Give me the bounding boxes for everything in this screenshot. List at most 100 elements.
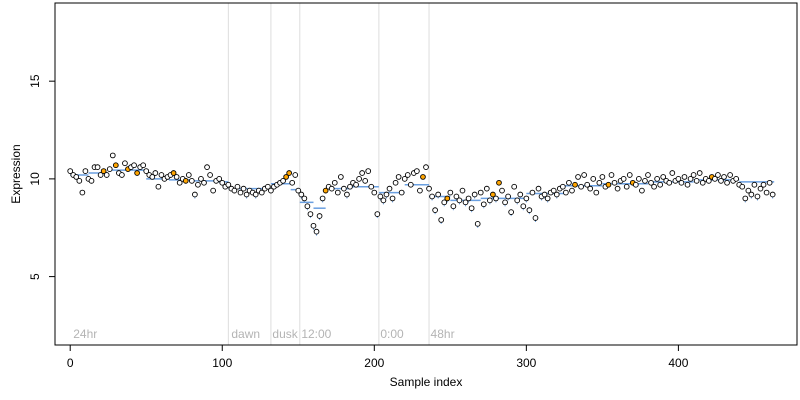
data-point xyxy=(569,187,575,194)
data-point xyxy=(365,168,372,174)
data-point xyxy=(134,170,140,176)
data-point xyxy=(182,177,189,184)
data-point xyxy=(611,179,618,186)
point-layer xyxy=(67,152,776,235)
data-point xyxy=(648,179,654,186)
y-axis-title: Expression xyxy=(9,144,23,203)
data-point xyxy=(295,187,302,194)
data-point xyxy=(459,187,466,194)
data-point xyxy=(283,174,289,180)
data-point xyxy=(374,211,381,217)
data-point xyxy=(404,172,411,178)
data-point xyxy=(188,177,195,184)
data-point xyxy=(757,185,764,192)
data-point xyxy=(751,181,758,188)
data-point xyxy=(553,191,560,198)
data-point xyxy=(639,187,645,194)
data-point xyxy=(584,181,591,188)
data-point xyxy=(699,179,706,186)
data-point xyxy=(596,179,603,186)
data-point xyxy=(237,189,244,196)
data-point xyxy=(684,181,691,188)
data-point xyxy=(468,205,475,212)
data-point xyxy=(313,228,320,235)
data-point xyxy=(453,193,460,200)
data-point xyxy=(100,168,107,174)
data-point xyxy=(173,174,180,180)
data-point xyxy=(599,174,606,180)
data-point xyxy=(657,181,664,188)
data-point xyxy=(593,189,600,196)
data-point xyxy=(143,168,150,174)
data-point xyxy=(359,170,365,176)
annotation-label: dusk xyxy=(272,327,298,341)
data-point xyxy=(304,203,311,210)
data-point xyxy=(252,191,259,198)
data-point xyxy=(727,172,733,178)
x-tick-label: 100 xyxy=(212,356,232,370)
data-point xyxy=(623,183,630,190)
data-point xyxy=(368,183,375,190)
data-point xyxy=(496,179,502,186)
x-tick-label: 400 xyxy=(668,356,688,370)
data-point xyxy=(67,168,74,174)
data-point xyxy=(435,191,442,198)
data-point xyxy=(73,174,80,180)
data-point xyxy=(535,185,542,192)
data-point xyxy=(149,174,156,180)
data-point xyxy=(666,179,673,186)
data-point xyxy=(450,203,457,210)
data-point xyxy=(170,170,177,176)
data-point xyxy=(614,185,621,192)
data-point xyxy=(122,160,128,167)
data-point xyxy=(581,172,587,178)
data-point xyxy=(739,183,746,190)
data-point xyxy=(678,179,685,186)
data-point xyxy=(696,170,703,176)
data-point xyxy=(398,189,405,196)
data-point xyxy=(690,172,697,178)
data-point xyxy=(471,191,478,198)
data-point xyxy=(508,209,514,215)
data-point xyxy=(103,172,110,178)
x-tick-label: 0 xyxy=(67,356,74,370)
data-point xyxy=(563,189,569,196)
annotation-label: 12:00 xyxy=(301,327,331,341)
data-point xyxy=(769,191,776,198)
data-point xyxy=(642,177,648,184)
data-point xyxy=(94,164,101,171)
data-point xyxy=(763,189,770,196)
data-point xyxy=(219,179,226,186)
data-point xyxy=(210,187,216,194)
data-point xyxy=(395,174,402,180)
data-point xyxy=(681,174,688,180)
data-point xyxy=(526,207,533,214)
data-point xyxy=(380,197,387,204)
data-point xyxy=(97,172,104,178)
data-point xyxy=(131,162,137,169)
data-point xyxy=(590,176,597,182)
data-point xyxy=(76,177,83,184)
data-point xyxy=(109,152,116,159)
data-point xyxy=(192,191,198,198)
data-point xyxy=(176,179,183,186)
data-point xyxy=(310,222,317,229)
data-point xyxy=(286,170,293,176)
annotation-label: dawn xyxy=(231,327,260,341)
data-point xyxy=(334,189,341,196)
data-point xyxy=(523,195,530,202)
data-point xyxy=(490,191,496,198)
data-point xyxy=(268,187,274,194)
data-point xyxy=(119,172,125,178)
data-point xyxy=(462,199,469,206)
x-tick-label: 200 xyxy=(364,356,384,370)
data-point xyxy=(517,191,524,198)
data-point xyxy=(575,174,581,180)
data-point xyxy=(106,166,113,172)
y-tick-label: 5 xyxy=(28,273,42,280)
data-point xyxy=(341,185,347,192)
data-point xyxy=(712,176,718,182)
data-point xyxy=(338,174,344,180)
